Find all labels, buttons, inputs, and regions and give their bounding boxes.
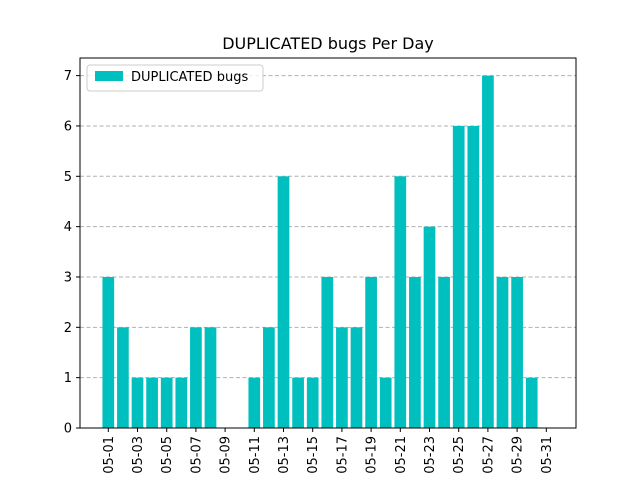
bar-05-17	[336, 327, 348, 428]
bar-05-24	[438, 276, 450, 428]
bar-05-18	[350, 327, 363, 428]
bar-05-11	[248, 377, 261, 428]
bar-05-28	[496, 276, 509, 428]
bar-05-04	[146, 377, 158, 428]
y-tick-label: 7	[64, 69, 72, 84]
bar-05-19	[365, 276, 377, 428]
bar-05-08	[204, 327, 217, 428]
bar-05-15	[306, 377, 319, 428]
bar-05-26	[467, 125, 480, 429]
legend-swatch	[95, 71, 123, 81]
bar-05-12	[263, 327, 275, 428]
legend-label: DUPLICATED bugs	[131, 70, 248, 85]
bar-05-20	[379, 377, 392, 428]
chart-title: DUPLICATED bugs Per Day	[222, 34, 434, 53]
bar-05-22	[409, 276, 421, 428]
bar-05-25	[452, 125, 465, 429]
plot-frame	[79, 57, 577, 429]
bar-05-30	[525, 377, 538, 428]
x-tick-label: 05-23	[423, 436, 438, 474]
bar-05-29	[511, 276, 523, 428]
bar-05-21	[394, 176, 407, 428]
x-tick-label: 05-15	[306, 436, 321, 474]
bars	[102, 75, 538, 429]
x-tick-label: 05-13	[277, 436, 292, 474]
x-axis-ticks: 05-01 05-03 05-05 05-07 05-09 05-11 05-13 05-15…	[102, 428, 555, 474]
bar-05-07	[190, 327, 202, 428]
bar-05-13	[277, 176, 290, 428]
x-tick-label: 05-29	[511, 436, 526, 474]
y-tick-label: 0	[64, 422, 72, 437]
x-tick-label: 05-05	[160, 436, 175, 474]
x-tick-label: 05-21	[394, 436, 409, 474]
legend-frame	[86, 64, 264, 92]
y-tick-label: 5	[64, 170, 72, 185]
y-tick-label: 1	[64, 371, 72, 386]
bar-05-03	[131, 377, 144, 428]
bar-05-23	[423, 226, 436, 428]
x-tick-label: 05-11	[248, 436, 263, 474]
bar-05-02	[117, 327, 129, 428]
y-axis-ticks: 0 1 2 3 4 5 6 7	[64, 69, 80, 437]
x-tick-label: 05-25	[452, 436, 467, 474]
x-tick-label: 05-17	[335, 436, 350, 474]
x-tick-label: 05-19	[365, 436, 380, 474]
x-tick-label: 05-01	[102, 436, 117, 474]
y-tick-label: 3	[64, 270, 72, 285]
bar-05-16	[321, 276, 334, 428]
bar-05-14	[292, 377, 304, 428]
x-tick-label: 05-31	[540, 436, 555, 474]
x-tick-label: 05-03	[131, 436, 146, 474]
bar-05-05	[160, 377, 173, 428]
bar-05-27	[482, 75, 494, 429]
y-tick-label: 2	[64, 321, 72, 336]
y-tick-label: 6	[64, 119, 72, 134]
x-tick-label: 05-07	[189, 436, 204, 474]
x-tick-label: 05-09	[219, 436, 234, 474]
y-tick-label: 4	[64, 220, 72, 235]
bar-05-01	[102, 276, 115, 428]
x-tick-label: 05-27	[481, 436, 496, 474]
legend: DUPLICATED bugs	[86, 64, 264, 92]
bar-05-06	[175, 377, 188, 428]
